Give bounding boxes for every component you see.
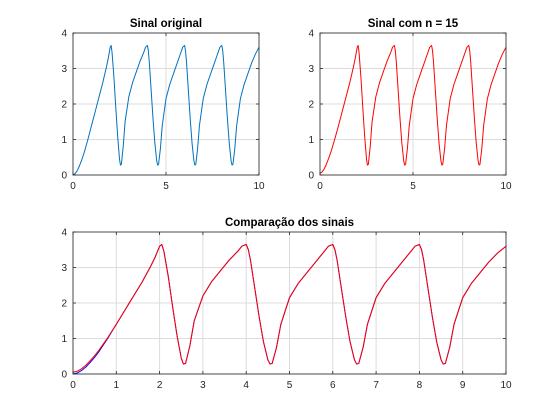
x-tick-label: 3	[200, 380, 206, 391]
x-tick-label: 0	[317, 181, 323, 192]
x-tick-label: 9	[460, 380, 466, 391]
x-tick-label: 5	[410, 181, 416, 192]
x-tick-label: 10	[500, 380, 512, 391]
series-line-0	[319, 44, 507, 174]
x-tick-label: 6	[330, 380, 336, 391]
chart-title: Sinal com n = 15	[368, 18, 459, 30]
y-tick-label: 1	[61, 135, 67, 146]
x-tick-label: 10	[253, 181, 265, 192]
y-tick-label: 4	[61, 228, 67, 239]
x-tick-label: 5	[287, 380, 293, 391]
subplot-sinal-com-n-15: 0 5 10 0 1 2 3 4 Sinal com n = 15	[308, 18, 512, 192]
y-tick-label: 0	[308, 171, 314, 182]
y-tick-label: 3	[61, 64, 67, 75]
x-tick-label: 7	[373, 380, 379, 391]
series-line-0	[72, 44, 260, 176]
y-tick-label: 0	[61, 171, 67, 182]
x-tick-label: 4	[243, 380, 249, 391]
x-tick-label: 8	[417, 380, 423, 391]
y-tick-label: 3	[308, 64, 314, 75]
x-tick-label: 2	[157, 380, 163, 391]
y-tick-label: 3	[61, 263, 67, 274]
x-tick-label: 1	[114, 380, 120, 391]
subplot-sinal-original: 0 5 10 0 1 2 3 4 Sinal original	[61, 18, 265, 192]
x-tick-label: 0	[70, 380, 76, 391]
series-line-1	[72, 243, 507, 373]
y-tick-label: 2	[308, 100, 314, 111]
y-tick-label: 0	[61, 370, 67, 381]
y-tick-label: 1	[308, 135, 314, 146]
x-tick-label: 5	[163, 181, 169, 192]
subplot-comparacao-dos-sinais: 0 1 2 3 4 5 6 7 8 9 10 0 1 2 3 4 Comparação dos sinais	[61, 217, 512, 391]
y-tick-label: 4	[308, 29, 314, 40]
chart-title: Sinal original	[130, 18, 202, 30]
y-tick-label: 2	[61, 299, 67, 310]
chart-title: Comparação dos sinais	[225, 217, 354, 229]
y-tick-label: 1	[61, 334, 67, 345]
x-tick-label: 0	[70, 181, 76, 192]
x-tick-label: 10	[500, 181, 512, 192]
y-tick-label: 4	[61, 29, 67, 40]
y-tick-label: 2	[61, 100, 67, 111]
